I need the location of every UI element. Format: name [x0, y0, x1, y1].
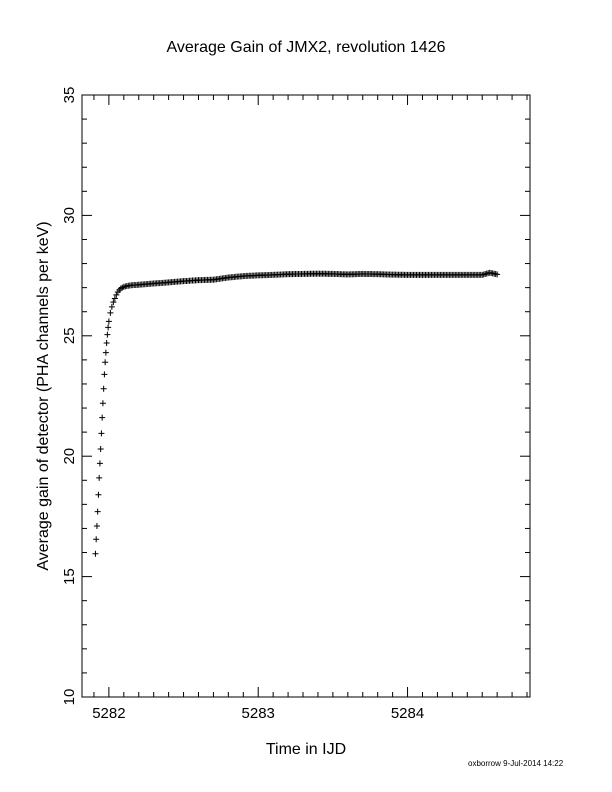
data-point	[96, 460, 103, 467]
x-tick-label: 5284	[391, 705, 424, 722]
y-tick-label: 30	[61, 207, 78, 224]
data-point	[99, 400, 106, 407]
x-tick-label: 5282	[92, 705, 125, 722]
data-point	[95, 491, 102, 498]
data-point	[96, 474, 103, 481]
x-axis-label: Time in IJD	[266, 741, 346, 758]
data-point	[98, 430, 105, 437]
data-point	[105, 324, 112, 331]
data-point	[103, 340, 110, 347]
credit-stamp: oxborrow 9-Jul-2014 14:22	[468, 759, 564, 768]
y-tick-label: 15	[61, 568, 78, 585]
data-point	[119, 284, 126, 291]
data-point	[102, 349, 109, 356]
x-tick-label: 5283	[242, 705, 275, 722]
y-tick-label: 35	[61, 87, 78, 104]
plot-frame	[81, 94, 531, 698]
data-point	[93, 536, 100, 543]
data-point	[100, 385, 107, 392]
y-tick-label: 20	[61, 448, 78, 465]
data-point	[94, 508, 101, 515]
y-axis-label: Average gain of detector (PHA channels p…	[35, 221, 52, 570]
data-point	[113, 291, 120, 298]
data-point	[117, 285, 124, 292]
data-point	[110, 299, 117, 306]
axis-ticks	[82, 94, 530, 698]
y-tick-label: 10	[61, 689, 78, 706]
data-point	[97, 445, 104, 452]
data-point	[101, 371, 108, 378]
data-points	[92, 269, 501, 557]
data-point	[104, 331, 111, 338]
tick-labels: 10 15 20 25 30 35 5282 5283 5284	[61, 87, 424, 722]
y-tick-label: 25	[61, 327, 78, 344]
data-point	[111, 295, 118, 302]
data-point	[102, 359, 109, 366]
data-point	[105, 318, 112, 325]
data-point	[99, 414, 106, 421]
chart-title: Average Gain of JMX2, revolution 1426	[167, 39, 446, 56]
data-point	[107, 309, 114, 316]
data-point	[93, 523, 100, 530]
data-point	[108, 303, 115, 310]
data-point	[494, 271, 501, 278]
data-point	[92, 550, 99, 557]
